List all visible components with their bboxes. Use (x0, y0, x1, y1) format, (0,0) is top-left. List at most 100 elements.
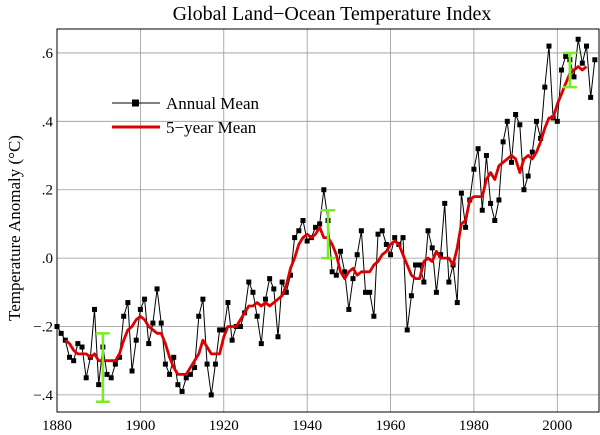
annual-mean-point (312, 224, 318, 230)
annual-mean-point (408, 293, 414, 299)
annual-mean-point (508, 159, 514, 165)
annual-mean-point (117, 354, 123, 360)
annual-mean-point (371, 313, 377, 319)
annual-mean-point (471, 166, 477, 172)
annual-mean-point (279, 279, 285, 285)
annual-mean-point (58, 330, 64, 336)
annual-mean-point (500, 139, 506, 145)
annual-mean-point (108, 375, 114, 381)
annual-mean-point (558, 67, 564, 73)
annual-mean-point (146, 341, 152, 347)
annual-mean-point (296, 228, 302, 234)
annual-mean-point (92, 306, 98, 312)
annual-mean-point (479, 207, 485, 213)
annual-mean-point (342, 269, 348, 275)
annual-mean-point (212, 361, 218, 367)
annual-mean-point (504, 118, 510, 124)
annual-mean-point (475, 146, 481, 152)
annual-mean-point (246, 279, 252, 285)
annual-mean-point (221, 327, 227, 333)
annual-mean-point (542, 84, 548, 90)
annual-mean-point (379, 228, 385, 234)
annual-mean-point (229, 337, 235, 343)
annual-mean-point (83, 375, 89, 381)
annual-mean-point (158, 320, 164, 326)
x-tick-label: 1960 (376, 418, 406, 434)
annual-mean-point (154, 286, 160, 292)
annual-mean-point (513, 111, 519, 117)
annual-mean-series (54, 36, 598, 398)
annual-mean-point (575, 36, 581, 42)
annual-mean-point (583, 43, 589, 49)
five-year-mean-series (64, 65, 588, 376)
error-bars (95, 51, 577, 403)
y-tick-label: .6 (42, 46, 54, 62)
annual-mean-point (446, 279, 452, 285)
annual-mean-point (338, 248, 344, 254)
annual-mean-point (413, 262, 419, 268)
annual-mean-point (496, 197, 502, 203)
annual-mean-point (254, 313, 260, 319)
annual-mean-point (200, 296, 206, 302)
annual-mean-point (367, 289, 373, 295)
y-tick-label: −.2 (33, 320, 53, 336)
annual-mean-point (483, 153, 489, 159)
annual-mean-point (275, 334, 281, 340)
annual-mean-point (217, 327, 223, 333)
legend-annual-marker (132, 99, 139, 107)
annual-mean-point (258, 341, 264, 347)
x-tick-label: 1980 (459, 418, 489, 434)
annual-mean-point (287, 272, 293, 278)
annual-mean-point (517, 122, 523, 128)
annual-mean-point (350, 276, 356, 282)
x-tick-labels: 1880 1900 1920 1940 1960 1980 2000 (42, 418, 572, 434)
annual-mean-point (142, 296, 148, 302)
x-tick-label: 1940 (292, 418, 322, 434)
annual-mean-point (571, 74, 577, 80)
annual-mean-point (104, 371, 110, 377)
annual-mean-point (563, 53, 569, 59)
annual-mean-point (187, 371, 193, 377)
annual-mean-point (588, 94, 594, 100)
y-axis-label: Temperature Anomaly (°C) (5, 135, 24, 321)
annual-mean-point (400, 235, 406, 241)
annual-mean-point (225, 300, 231, 306)
annual-mean-point (442, 200, 448, 206)
annual-mean-point (438, 252, 444, 258)
annual-mean-point (129, 368, 135, 374)
annual-mean-point (237, 324, 243, 330)
annual-mean-point (283, 289, 289, 295)
y-tick-label: −.4 (33, 388, 53, 404)
annual-mean-point (112, 361, 118, 367)
annual-mean-point (492, 218, 498, 223)
annual-mean-point (262, 296, 268, 302)
annual-mean-point (363, 289, 369, 295)
annual-mean-point (421, 279, 427, 285)
annual-mean-point (463, 224, 469, 230)
annual-mean-point (592, 57, 598, 63)
annual-mean-point (96, 382, 102, 388)
annual-mean-point (250, 289, 256, 295)
annual-mean-point (317, 221, 323, 227)
annual-mean-point (292, 235, 298, 241)
x-tick-label: 1900 (125, 418, 155, 434)
annual-mean-point (75, 341, 81, 347)
annual-mean-point (454, 300, 460, 306)
annual-mean-point (271, 286, 277, 292)
x-tick-label: 1920 (209, 418, 239, 434)
chart-title: Global Land−Ocean Temperature Index (173, 3, 492, 25)
annual-mean-point (358, 228, 364, 234)
grid (56, 29, 599, 412)
annual-mean-point (546, 43, 552, 49)
annual-mean-point (267, 276, 273, 282)
annual-mean-point (137, 306, 143, 312)
annual-mean-point (488, 200, 494, 206)
annual-mean-point (208, 392, 214, 398)
annual-mean-point (192, 365, 198, 371)
y-tick-label: .2 (42, 183, 53, 199)
x-tick-label: 1880 (42, 418, 72, 434)
annual-mean-point (417, 262, 423, 268)
annual-mean-point (121, 313, 127, 319)
annual-mean-point (375, 231, 381, 237)
annual-mean-point (354, 252, 360, 258)
